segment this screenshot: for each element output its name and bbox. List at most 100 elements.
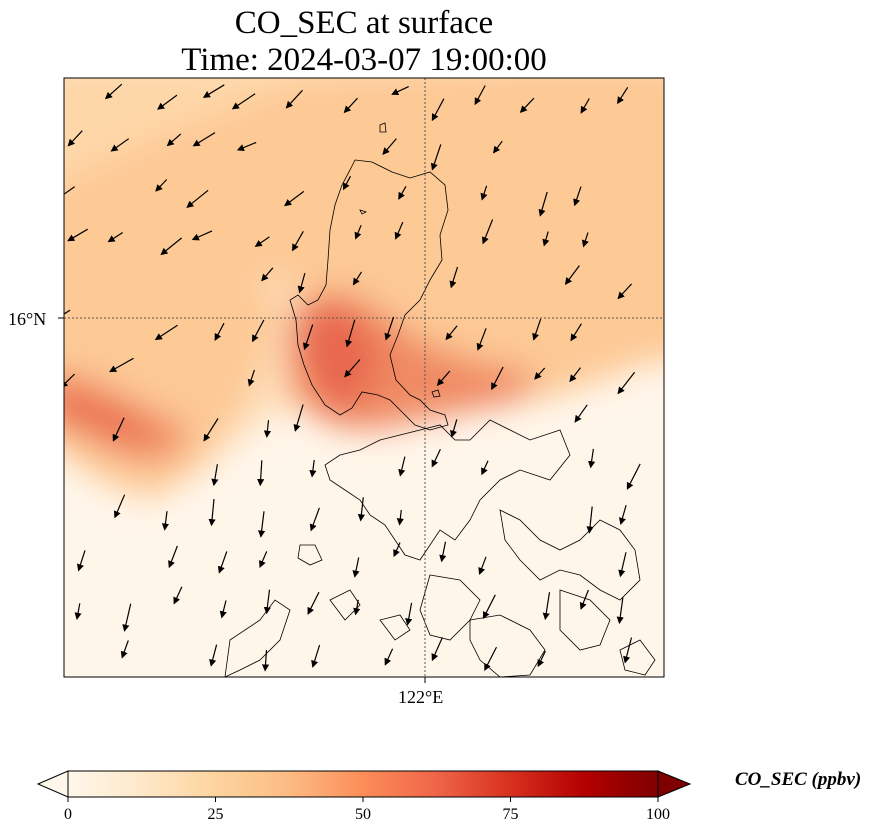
colorbar-tick-label: 75 bbox=[502, 806, 519, 823]
wind-arrow bbox=[384, 316, 395, 341]
wind-arrow bbox=[74, 603, 82, 620]
wind-arrow bbox=[67, 228, 89, 242]
wind-arrow bbox=[431, 449, 441, 468]
wind-arrow bbox=[618, 505, 627, 526]
colorbar-frame bbox=[67, 770, 659, 798]
wind-arrow bbox=[439, 541, 447, 563]
wind-arrow bbox=[120, 640, 129, 659]
wind-arrow bbox=[309, 460, 317, 478]
wind-arrow bbox=[112, 417, 125, 442]
wind-arrow bbox=[542, 231, 550, 247]
wind-arrow bbox=[173, 586, 183, 605]
colorbar-extend-high bbox=[657, 770, 692, 798]
wind-arrow bbox=[431, 637, 443, 662]
wind-arrow bbox=[617, 371, 636, 395]
coastline-island bbox=[419, 574, 481, 641]
coastlines bbox=[224, 122, 656, 677]
wind-arrow bbox=[113, 494, 126, 519]
wind-arrow bbox=[450, 419, 458, 438]
colorbar-gradient bbox=[68, 771, 658, 797]
coastline-eastern-peninsula bbox=[499, 509, 641, 601]
wind-arrow bbox=[263, 589, 271, 615]
wind-arrow bbox=[588, 448, 596, 469]
colorbar-ticks bbox=[67, 797, 659, 802]
wind-arrow bbox=[77, 550, 86, 572]
wind-arrow bbox=[209, 644, 218, 667]
wind-arrow bbox=[284, 190, 305, 207]
wind-arrow bbox=[155, 179, 168, 192]
wind-arrow bbox=[394, 221, 404, 240]
wind-arrow bbox=[293, 404, 304, 432]
wind-arrow bbox=[623, 637, 633, 664]
wind-arrow bbox=[579, 589, 589, 610]
wind-arrow bbox=[64, 309, 71, 319]
coastline-islet bbox=[379, 614, 411, 641]
wind-arrow bbox=[166, 133, 182, 147]
colorbar-tick-label: 50 bbox=[355, 806, 371, 823]
colorbar-tick-label: 0 bbox=[64, 806, 72, 823]
map-frame bbox=[63, 77, 665, 678]
wind-arrow bbox=[343, 97, 358, 114]
wind-arrow bbox=[405, 602, 413, 626]
wind-arrow bbox=[480, 185, 488, 201]
wind-arrow bbox=[431, 98, 445, 122]
wind-arrow bbox=[617, 283, 633, 300]
wind-arrow bbox=[492, 140, 503, 154]
map-title: CO_SEC at surface bbox=[234, 5, 494, 41]
wind-arrow bbox=[352, 557, 360, 578]
wind-arrow bbox=[396, 509, 404, 526]
map-plot-area bbox=[64, 78, 664, 677]
wind-arrow bbox=[534, 367, 546, 380]
wind-arrow bbox=[161, 511, 170, 531]
concentration-field bbox=[64, 78, 664, 500]
wind-arrow bbox=[478, 556, 487, 576]
coastline-islet bbox=[431, 389, 441, 398]
coastline-southern-landmass bbox=[324, 419, 571, 561]
wind-arrow bbox=[436, 370, 451, 387]
wind-arrow bbox=[257, 460, 265, 487]
wind-arrow bbox=[570, 323, 582, 342]
coastline-islet bbox=[297, 544, 323, 566]
wind-arrow bbox=[104, 83, 123, 100]
wind-arrow bbox=[586, 506, 594, 534]
wind-arrow bbox=[309, 507, 320, 532]
wind-arrow bbox=[519, 97, 535, 113]
wind-arrow bbox=[203, 418, 219, 442]
wind-arrow bbox=[168, 545, 178, 569]
wind-arrow bbox=[393, 542, 401, 558]
colorbar-extend-low bbox=[36, 770, 69, 798]
wind-arrow bbox=[353, 599, 361, 616]
map-panel bbox=[58, 77, 665, 683]
wind-arrow bbox=[154, 324, 178, 341]
wind-arrow bbox=[564, 265, 580, 285]
wind-arrow bbox=[259, 551, 268, 569]
wind-arrow bbox=[157, 94, 178, 110]
latitude-tick-label: 16°N bbox=[8, 309, 47, 329]
wind-arrow bbox=[574, 404, 588, 423]
coastline-island bbox=[469, 614, 546, 677]
wind-arrow bbox=[357, 497, 365, 522]
wind-arrow bbox=[252, 319, 265, 343]
wind-arrow bbox=[581, 232, 589, 248]
wind-arrow bbox=[537, 650, 546, 668]
wind-arrow bbox=[474, 85, 486, 106]
wind-arrow bbox=[342, 175, 352, 191]
coastline-islet bbox=[359, 209, 368, 215]
coastline-islet bbox=[619, 639, 656, 676]
coastline-main-island bbox=[289, 159, 449, 431]
wind-arrow bbox=[618, 552, 627, 578]
wind-arrow bbox=[160, 237, 183, 256]
colorbar-tick-label: 100 bbox=[646, 806, 670, 823]
wind-arrow bbox=[236, 141, 257, 151]
wind-arrow bbox=[482, 594, 496, 620]
map-time-subtitle: Time: 2024-03-07 19:00:00 bbox=[181, 42, 547, 78]
wind-arrow bbox=[202, 84, 225, 98]
wind-arrow bbox=[214, 322, 225, 341]
wind-arrow bbox=[217, 551, 228, 574]
colorbar-tick-label: 25 bbox=[207, 806, 224, 823]
wind-arrow bbox=[211, 464, 219, 487]
colorbar-label: CO_SEC (ppbv) bbox=[735, 769, 862, 790]
wind-arrow bbox=[67, 130, 83, 147]
wind-arrow bbox=[580, 98, 590, 114]
wind-arrow bbox=[263, 420, 271, 438]
